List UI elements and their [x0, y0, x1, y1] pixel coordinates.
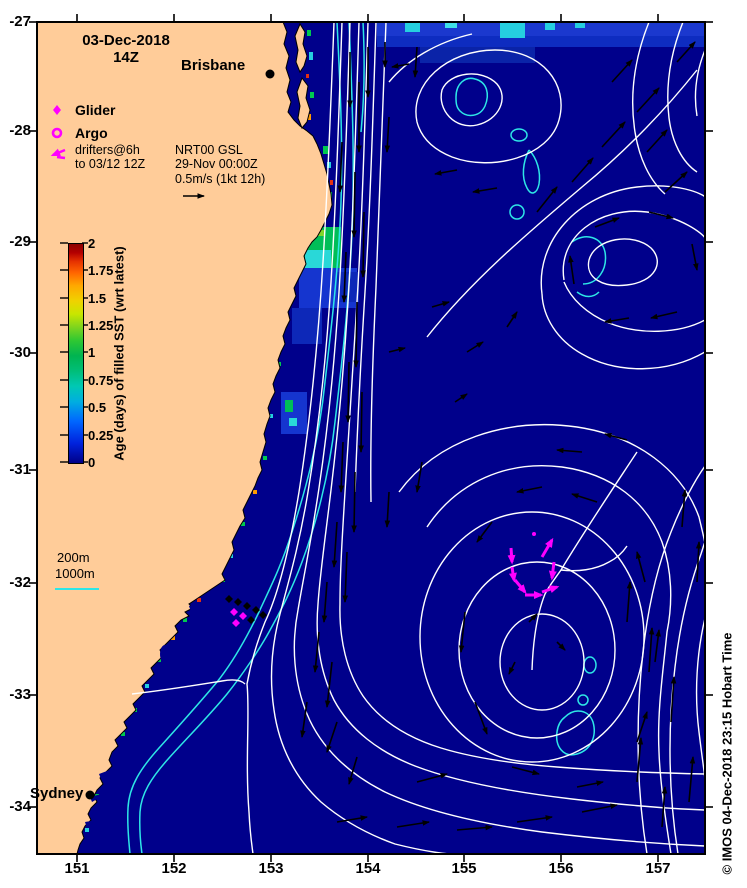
legend-icons — [50, 105, 205, 590]
y-tick-29: -29 — [9, 233, 31, 250]
y-tick-27: -27 — [9, 13, 31, 30]
x-tick-152: 152 — [161, 860, 187, 877]
date-label: 03-Dec-2018 14Z — [70, 32, 182, 67]
axis-tick-marks — [29, 14, 713, 862]
sydney-dot — [85, 790, 95, 800]
land-shape — [37, 22, 333, 854]
x-tick-151: 151 — [64, 860, 90, 877]
model-date: 29-Nov 00:00Z — [175, 157, 258, 172]
glider-diamond-icon — [53, 105, 61, 115]
colorbar-tick-marks — [60, 242, 88, 463]
drifters-legend-label: drifters@6h to 03/12 12Z — [75, 143, 145, 172]
drifters-line2: to 03/12 12Z — [75, 157, 146, 172]
argo-circle-icon — [51, 127, 63, 139]
current-vectors — [300, 41, 702, 831]
x-tick-153: 153 — [258, 860, 284, 877]
x-tick-155: 155 — [451, 860, 477, 877]
depth-200m-label: 200m — [57, 550, 90, 565]
city-markers — [85, 69, 275, 800]
x-tick-154: 154 — [355, 860, 381, 877]
colorbar-tick-125: 1.25 — [88, 318, 114, 333]
x-tick-157: 157 — [645, 860, 671, 877]
city-label-sydney: Sydney — [30, 785, 84, 802]
model-info-label: NRT00 GSL 29-Nov 00:00Z 0.5m/s (1kt 12h) — [175, 143, 265, 186]
drifter-track-ring — [507, 532, 560, 599]
date-line2: 14Z — [113, 49, 139, 67]
colorbar-tick-0: 0 — [88, 455, 96, 470]
colorbar-tick-025: 0.25 — [88, 428, 114, 443]
colorbar-tick-05: 0.5 — [88, 400, 107, 415]
colorbar-tick-15: 1.5 — [88, 291, 107, 306]
colorbar-tick-075: 0.75 — [88, 373, 114, 388]
attribution-text: © IMOS 04-Dec-2018 23:15 Hobart Time — [719, 632, 735, 875]
ssh-contours — [131, 22, 705, 854]
x-tick-156: 156 — [548, 860, 574, 877]
colorbar-tick-2: 2 — [88, 236, 96, 251]
velocity-scale-text: 0.5m/s (1kt 12h) — [175, 171, 266, 186]
city-label-brisbane: Brisbane — [181, 57, 246, 74]
depth-1000m-label: 1000m — [55, 566, 95, 581]
y-tick-32: -32 — [9, 574, 31, 591]
model-name: NRT00 GSL — [175, 143, 243, 157]
y-tick-31: -31 — [9, 461, 31, 478]
y-tick-34: -34 — [9, 798, 31, 815]
drifter-arrow-icon — [50, 148, 66, 160]
glider-legend-label: Glider — [75, 102, 116, 118]
colorbar-axis-label: Age (days) of filled SST (wrt latest) — [111, 246, 127, 461]
brisbane-dot — [265, 69, 275, 79]
glider-track — [225, 595, 267, 627]
y-tick-33: -33 — [9, 686, 31, 703]
y-tick-28: -28 — [9, 122, 31, 139]
colorbar-tick-175: 1.75 — [88, 263, 114, 278]
map-frame — [36, 21, 706, 855]
drifters-line1: drifters@6h — [75, 143, 140, 157]
argo-legend-label: Argo — [75, 125, 108, 141]
colorbar-gradient — [68, 243, 84, 464]
y-tick-30: -30 — [9, 344, 31, 361]
date-line1: 03-Dec-2018 — [82, 32, 170, 49]
colorbar-tick-1: 1 — [88, 345, 96, 360]
